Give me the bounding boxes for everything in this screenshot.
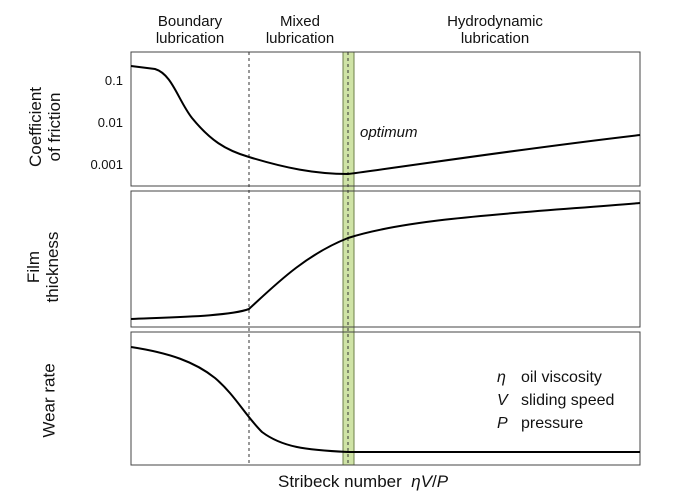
region-label-mixed: Mixed lubrication [265, 13, 335, 47]
panel-wear-frame [130, 331, 641, 466]
region-label-hydrodynamic: Hydrodynamic lubrication [447, 13, 543, 47]
legend-text-speed: sliding speed [521, 392, 615, 409]
x-axis-label: Stribeck number ηV/P [278, 472, 448, 492]
wear-rate-curve [130, 346, 640, 453]
legend-symbol-eta: η [497, 369, 506, 386]
x-axis-slash: / [432, 472, 437, 491]
legend-symbol-p: P [497, 415, 508, 432]
x-axis-p: P [436, 472, 449, 491]
tick-label-0.001: 0.001 [90, 157, 123, 172]
region-label-boundary: Boundary lubrication [155, 13, 225, 47]
panel-film-frame [130, 190, 641, 328]
legend-text-pressure: pressure [521, 415, 584, 432]
legend-text-viscosity: oil viscosity [521, 369, 602, 386]
x-axis-v: V [420, 472, 433, 491]
legend-symbol-v: V [497, 392, 508, 409]
tick-label-0.1: 0.1 [104, 73, 123, 88]
film-thickness-curve [130, 202, 641, 320]
x-axis-label-text: Stribeck number [278, 472, 402, 491]
x-axis-eta: η [411, 472, 421, 491]
friction-curve [130, 65, 641, 176]
panel-friction-frame [130, 51, 641, 187]
tick-label-0.01: 0.01 [97, 115, 123, 130]
optimum-annotation: optimum [360, 124, 418, 141]
legend-item-viscosity: η oil viscosity [497, 369, 602, 387]
